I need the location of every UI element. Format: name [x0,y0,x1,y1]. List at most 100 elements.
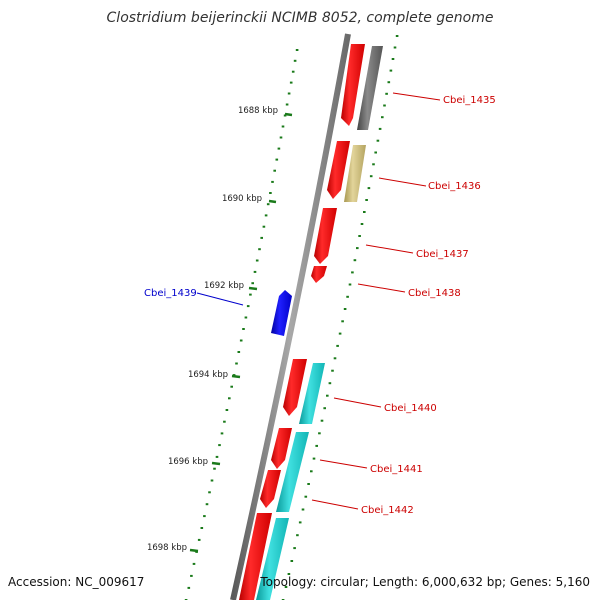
track-dot [200,527,204,529]
gene-labels: Cbei_1435 Cbei_1436 Cbei_1437 Cbei_1438 … [144,92,496,516]
tick-label: 1692 kbp [204,281,244,291]
gene-callout: Cbei_1438 [357,283,461,299]
cog-feature-cyan [276,432,309,512]
track-dot [328,382,332,385]
cds-arrow-forward [311,266,327,283]
scale-tick: 1690 kbp [222,194,277,204]
track-dot [251,282,254,285]
gene-callout: Cbei_1439 [144,288,244,306]
outer-dotted-track [281,35,399,600]
track-dot [315,444,318,447]
track-dot [205,503,209,506]
track-dot [275,158,279,161]
track-dot [289,81,293,84]
cds-arrow-forward [283,359,307,416]
track-dot [307,483,310,485]
track-dot [333,357,337,360]
summary-text: Topology: circular; Length: 6,000,632 bp… [259,575,590,589]
track-dot [331,369,334,372]
track-dot [287,573,291,575]
track-dot [301,508,305,511]
cog-feature-khaki [344,145,366,202]
track-dot [376,139,380,142]
gene-label: Cbei_1441 [370,464,423,475]
track-dot [266,203,270,206]
gene-label: Cbei_1439 [144,288,197,299]
gene-callout: Cbei_1442 [311,499,414,516]
track-dot [338,332,342,335]
track-dot [271,180,274,183]
tick-label: 1688 kbp [238,106,278,116]
tick-label: 1694 kbp [188,370,228,380]
track-dot [387,81,391,84]
track-dot [391,58,395,60]
track-dot [318,432,321,435]
accession-text: Accession: NC_009617 [8,575,144,589]
track-dot [310,470,313,473]
track-dot [285,103,289,106]
track-dot [365,199,368,201]
track-dot [279,136,283,139]
track-dot [383,104,386,107]
cog-feature-cyan [299,363,325,424]
track-dot [320,419,324,422]
track-dot [197,538,201,541]
track-dot [298,521,302,524]
track-dot [293,59,297,62]
scale-tick: 1696 kbp [168,457,221,467]
track-dot [290,560,294,562]
track-dot [273,169,276,172]
track-dot [336,344,339,347]
track-dot [304,495,308,498]
track-dot [283,114,287,117]
track-dot [393,46,397,49]
track-dot [242,328,245,330]
cds-arrow-forward [314,208,337,264]
track-dot [367,187,371,190]
track-dot [235,362,238,365]
track-dot [348,283,352,286]
cog-feature-gray [357,46,383,130]
track-dot [225,409,229,411]
track-dot [220,432,224,435]
cds-arrow-reverse [271,290,292,336]
tick-label: 1696 kbp [168,457,208,467]
track-dot [360,223,364,225]
track-dot [258,248,261,251]
cog-track [256,46,383,600]
scale-ticks: 1688 kbp 1690 kbp 1692 kbp 1694 kbp 1696… [147,106,293,553]
gene-label: Cbei_1438 [408,288,461,299]
track-dot [358,235,361,237]
cds-arrow-forward [239,513,272,600]
track-dot [239,339,243,342]
cds-arrow-forward [327,141,350,199]
track-dot [208,491,211,494]
track-dot [244,316,248,319]
track-dot [378,127,382,130]
reverse-cds-track [271,290,292,336]
track-dot [269,192,272,194]
track-dot [223,420,226,423]
track-dot [255,259,259,262]
tick-label: 1698 kbp [147,543,187,553]
track-dot [262,225,266,228]
gene-label: Cbei_1436 [428,181,481,192]
track-dot [353,259,357,262]
track-dot [363,211,366,213]
gene-callout: Cbei_1436 [378,177,481,192]
track-dot [312,457,316,460]
cog-feature-cyan [256,518,289,600]
gene-callout: Cbei_1437 [365,244,469,260]
track-dot [323,407,326,410]
cds-arrow-forward [341,44,365,126]
track-dot [356,247,359,250]
track-dot [203,515,206,518]
track-dot [249,293,252,296]
track-dot [246,305,250,308]
track-dot [287,92,291,95]
track-dot [218,444,221,447]
track-dot [395,35,399,37]
gene-label: Cbei_1442 [361,505,414,516]
forward-cds-track [239,44,365,600]
